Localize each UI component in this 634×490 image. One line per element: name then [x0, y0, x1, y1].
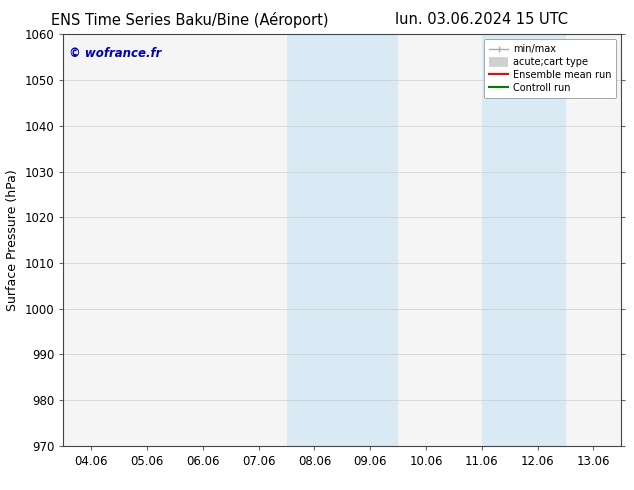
Text: ENS Time Series Baku/Bine (Aéroport): ENS Time Series Baku/Bine (Aéroport): [51, 12, 329, 28]
Bar: [482, 34, 566, 446]
Y-axis label: Surface Pressure (hPa): Surface Pressure (hPa): [6, 169, 19, 311]
Text: © wofrance.fr: © wofrance.fr: [69, 47, 162, 60]
Legend: min/max, acute;cart type, Ensemble mean run, Controll run: min/max, acute;cart type, Ensemble mean …: [484, 39, 616, 98]
Text: lun. 03.06.2024 15 UTC: lun. 03.06.2024 15 UTC: [396, 12, 568, 27]
Bar: [287, 34, 398, 446]
